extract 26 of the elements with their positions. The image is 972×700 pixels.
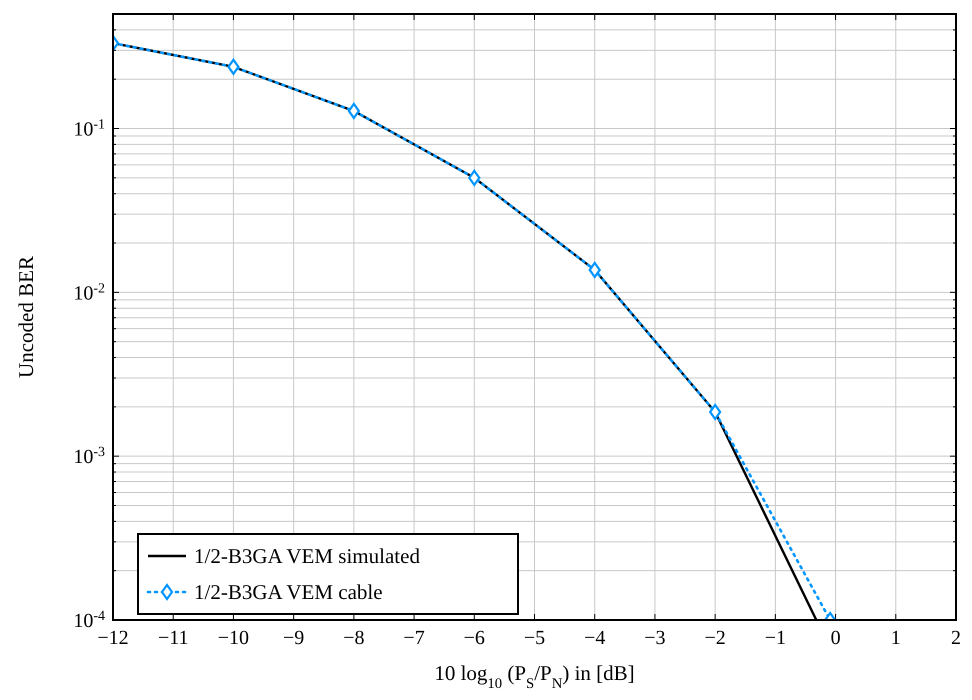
- y-tick-label: 10$^{-1}$: [73, 117, 105, 141]
- x-tick-label: −7: [403, 627, 425, 649]
- x-tick-label: 1: [890, 627, 901, 649]
- point: [468, 170, 480, 186]
- y-tick-label: 10$^{-2}$: [73, 280, 105, 304]
- point: [588, 262, 601, 278]
- x-tick-label: −3: [644, 627, 666, 649]
- y-axis-title: Uncoded BER: [14, 256, 38, 378]
- x-tick-label: −1: [764, 627, 786, 649]
- x-tick-label: −6: [464, 627, 485, 649]
- y-tick-label: 10$^{-3}$: [73, 444, 105, 468]
- point: [709, 404, 722, 420]
- x-tick-label: −10: [218, 627, 250, 649]
- x-tick-label: −2: [704, 627, 726, 649]
- point: [227, 58, 240, 75]
- x-axis-title: 10 log$_{10}$ (P$_{S}$/P$_{N}$) in [dB]: [434, 661, 635, 692]
- x-tick-label: −8: [343, 627, 364, 649]
- x-tick-label: −9: [283, 627, 304, 649]
- x-tick-label: 0: [830, 627, 841, 649]
- x-tick-label: 2: [951, 627, 961, 649]
- point: [348, 102, 360, 120]
- x-tick-label: −5: [524, 627, 546, 649]
- legend-label: 1/2-B3GA VEM simulated: [194, 544, 420, 568]
- x-tick-label: −11: [158, 627, 188, 649]
- x-tick-label: −4: [584, 627, 606, 649]
- legend-label: 1/2-B3GA VEM cable: [194, 580, 383, 604]
